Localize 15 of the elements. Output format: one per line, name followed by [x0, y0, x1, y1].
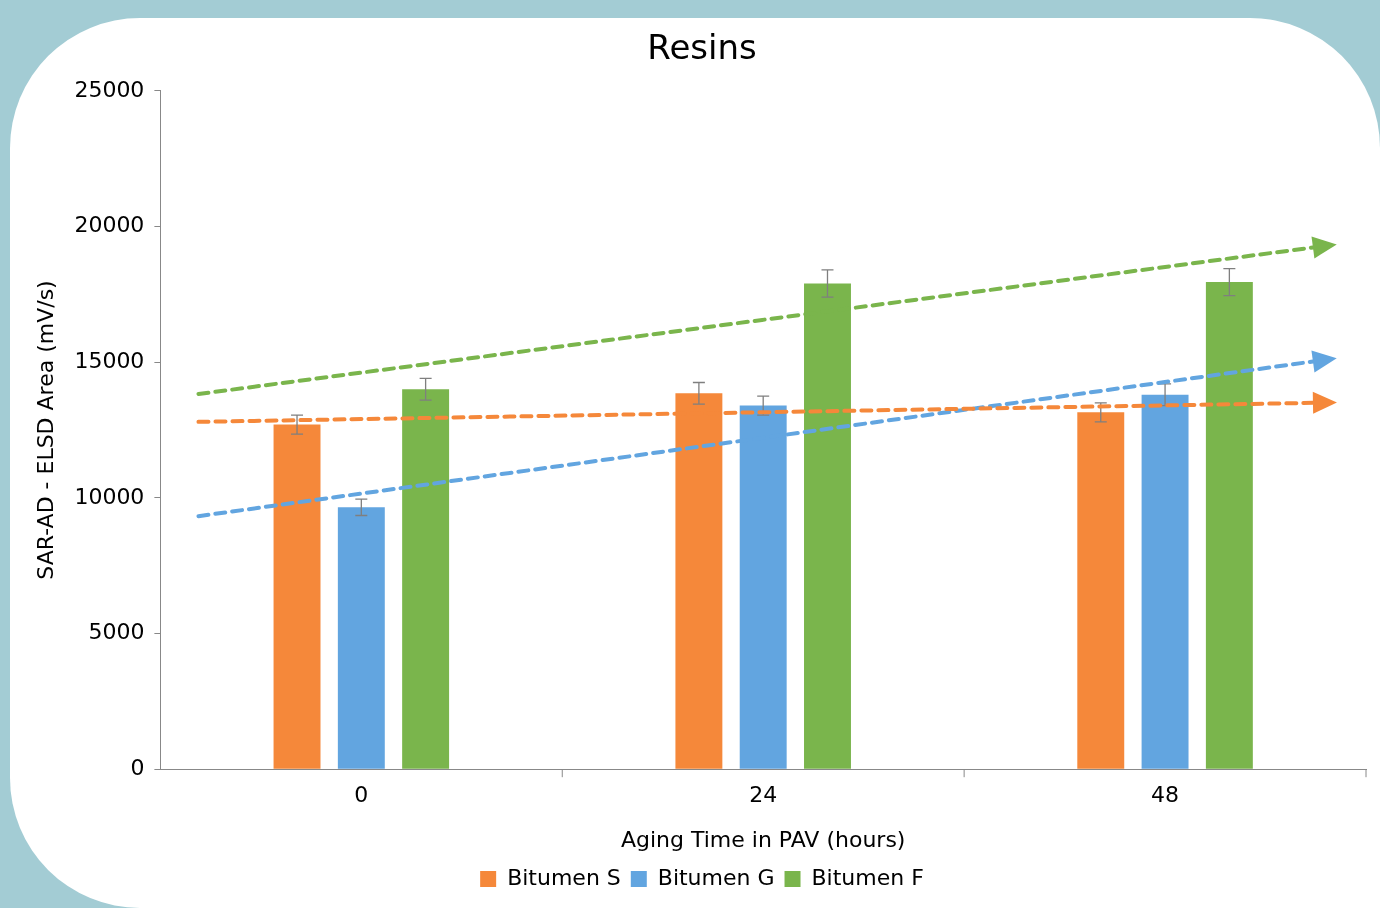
legend-label: Bitumen F	[811, 864, 924, 890]
legend-label: Bitumen S	[507, 864, 621, 890]
x-axis-title: Aging Time in PAV (hours)	[620, 826, 906, 852]
y-tick-label: 10000	[74, 483, 145, 509]
x-tick-label: 0	[354, 782, 369, 808]
y-tick-label: 5000	[88, 619, 145, 645]
y-tick-label: 20000	[74, 212, 145, 238]
y-tick-label: 25000	[74, 76, 145, 102]
y-tick-label: 0	[130, 754, 145, 780]
y-axis-title: SAR-AD - ELSD Area (mV/s)	[32, 280, 58, 580]
x-tick-label: 48	[1151, 782, 1180, 808]
legend-label: Bitumen G	[657, 864, 775, 890]
chart-title: Resins	[647, 27, 757, 68]
x-tick-label: 24	[749, 782, 778, 808]
y-tick-label: 15000	[74, 347, 145, 373]
